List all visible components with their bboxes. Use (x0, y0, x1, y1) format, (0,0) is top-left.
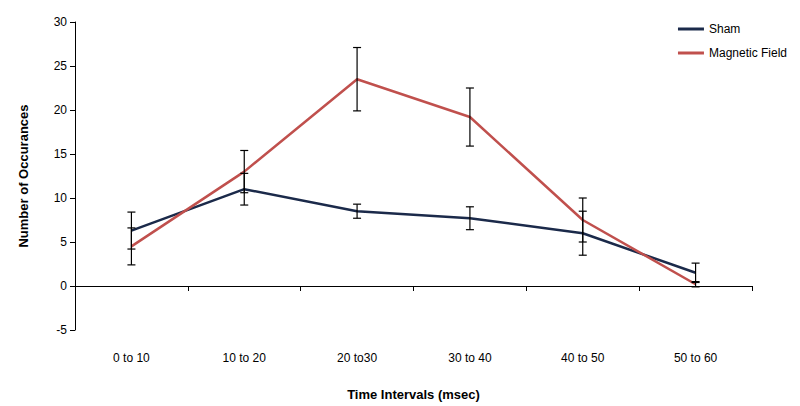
svg-text:25: 25 (54, 59, 68, 73)
svg-text:Magnetic Field: Magnetic Field (709, 46, 787, 60)
svg-text:30 to 40: 30 to 40 (448, 351, 492, 365)
svg-text:5: 5 (60, 235, 67, 249)
svg-text:0: 0 (60, 279, 67, 293)
svg-text:30: 30 (54, 15, 68, 29)
svg-text:0 to 10: 0 to 10 (113, 351, 150, 365)
svg-text:20: 20 (54, 103, 68, 117)
svg-text:15: 15 (54, 147, 68, 161)
svg-text:10 to 20: 10 to 20 (223, 351, 267, 365)
svg-text:20 to30: 20 to30 (337, 351, 377, 365)
svg-text:50 to 60: 50 to 60 (674, 351, 718, 365)
svg-text:10: 10 (54, 191, 68, 205)
svg-text:40 to 50: 40 to 50 (561, 351, 605, 365)
svg-text:Time Intervals (msec): Time Intervals (msec) (347, 387, 480, 402)
svg-text:-5: -5 (56, 323, 67, 337)
svg-text:Number of Occurances: Number of Occurances (16, 104, 31, 247)
svg-text:Sham: Sham (709, 22, 740, 36)
